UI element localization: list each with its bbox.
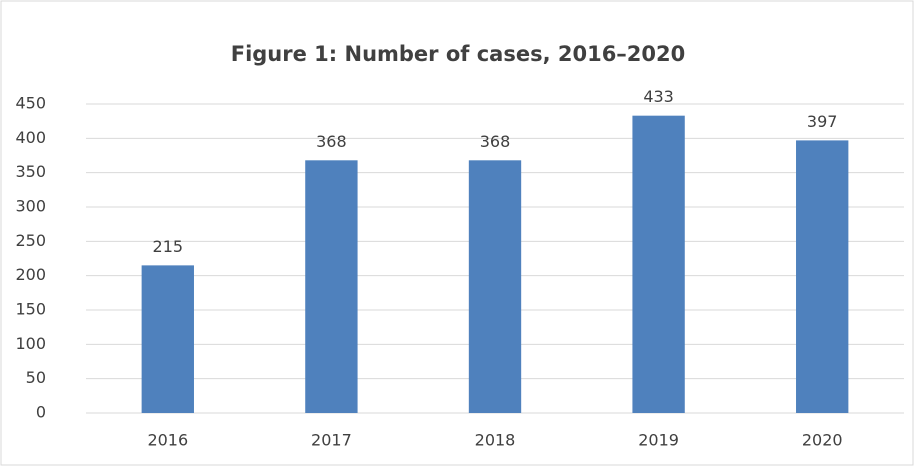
bar xyxy=(141,265,194,413)
data-label: 433 xyxy=(643,87,674,106)
y-tick-label: 450 xyxy=(15,94,46,113)
y-tick-label: 400 xyxy=(15,128,46,147)
y-tick-label: 200 xyxy=(15,265,46,284)
y-tick-label: 250 xyxy=(15,231,46,250)
x-tick-label: 2017 xyxy=(311,431,352,450)
data-label: 368 xyxy=(316,132,347,151)
x-tick-label: 2020 xyxy=(802,431,843,450)
bar xyxy=(632,115,685,413)
data-label: 397 xyxy=(807,112,838,131)
bar xyxy=(796,140,849,414)
x-tick-label: 2018 xyxy=(475,431,516,450)
data-label: 215 xyxy=(153,237,184,256)
y-tick-label: 0 xyxy=(36,403,46,422)
y-tick-label: 100 xyxy=(15,334,46,353)
y-tick-label: 50 xyxy=(26,368,46,387)
data-label: 368 xyxy=(480,132,511,151)
chart-title: Figure 1: Number of cases, 2016–2020 xyxy=(231,42,686,66)
bar xyxy=(468,160,522,413)
x-tick-label: 2016 xyxy=(147,431,188,450)
y-tick-label: 150 xyxy=(15,300,46,319)
bar xyxy=(305,160,358,413)
x-tick-label: 2019 xyxy=(638,431,679,450)
y-tick-label: 300 xyxy=(15,197,46,216)
y-tick-label: 350 xyxy=(15,162,46,181)
